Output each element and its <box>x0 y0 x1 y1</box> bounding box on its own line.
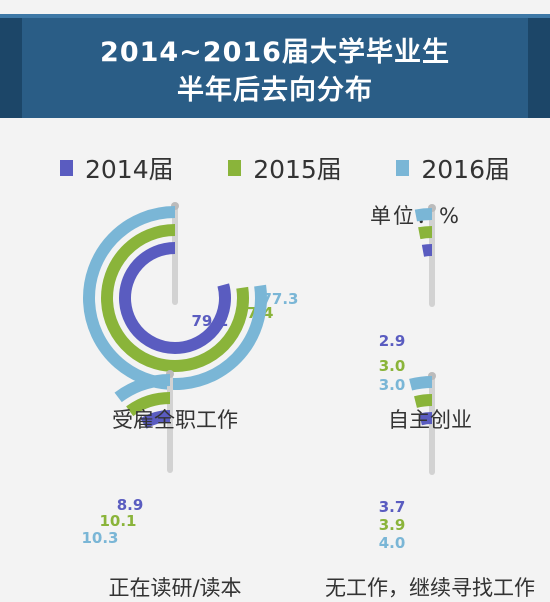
category-label-2: 正在读研/读本 <box>108 576 242 600</box>
arc-1-0 <box>421 244 433 257</box>
legend-swatch-2015 <box>228 160 242 176</box>
value-label-2-0: 8.9 <box>117 496 144 514</box>
legend-label-2014: 2014届 <box>85 155 174 184</box>
value-label-2-2: 10.3 <box>81 529 118 547</box>
value-label-2-1: 10.1 <box>99 512 136 530</box>
arc-3-2 <box>409 376 433 391</box>
arc-0-2 <box>83 206 267 390</box>
chart-title-line-2: 半年后去向分布 <box>177 75 373 106</box>
arc-2-2 <box>114 374 171 403</box>
legend-label-2016: 2016届 <box>421 155 510 184</box>
arc-2-0 <box>140 410 171 429</box>
arc-0-1 <box>101 224 249 372</box>
value-label-3-0: 3.7 <box>379 498 406 516</box>
legend-item-2015: 2015届 <box>228 150 342 186</box>
arc-3-0 <box>419 412 433 426</box>
value-label-0-2: 77.3 <box>261 290 298 308</box>
category-label-3: 无工作，继续寻找工作 <box>325 576 535 600</box>
arc-0-0 <box>119 242 231 354</box>
legend: 2014届 2015届 2016届 <box>60 150 510 186</box>
category-label-0: 受雇全职工作 <box>112 408 238 432</box>
value-label-3-2: 4.0 <box>379 534 406 552</box>
arc-3-1 <box>414 393 433 408</box>
arc-1-1 <box>418 225 433 240</box>
value-label-3-1: 3.9 <box>379 516 406 534</box>
legend-swatch-2016 <box>396 160 410 176</box>
legend-item-2016: 2016届 <box>396 150 510 186</box>
unit-label: 单位：% <box>370 204 461 228</box>
chart-title-line-1: 2014~2016届大学毕业生 <box>100 37 450 68</box>
legend-label-2015: 2015届 <box>253 155 342 184</box>
category-label-1: 自主创业 <box>388 408 472 432</box>
title-banner <box>0 14 550 118</box>
value-label-1-1: 3.0 <box>379 357 406 375</box>
value-label-0-0: 79.2 <box>191 312 228 330</box>
value-label-1-2: 3.0 <box>379 376 406 394</box>
arc-1-2 <box>414 207 433 222</box>
legend-swatch-2014 <box>60 160 73 176</box>
value-label-1-0: 2.9 <box>379 332 406 350</box>
legend-item-2014: 2014届 <box>60 150 174 186</box>
arc-2-1 <box>126 392 171 417</box>
